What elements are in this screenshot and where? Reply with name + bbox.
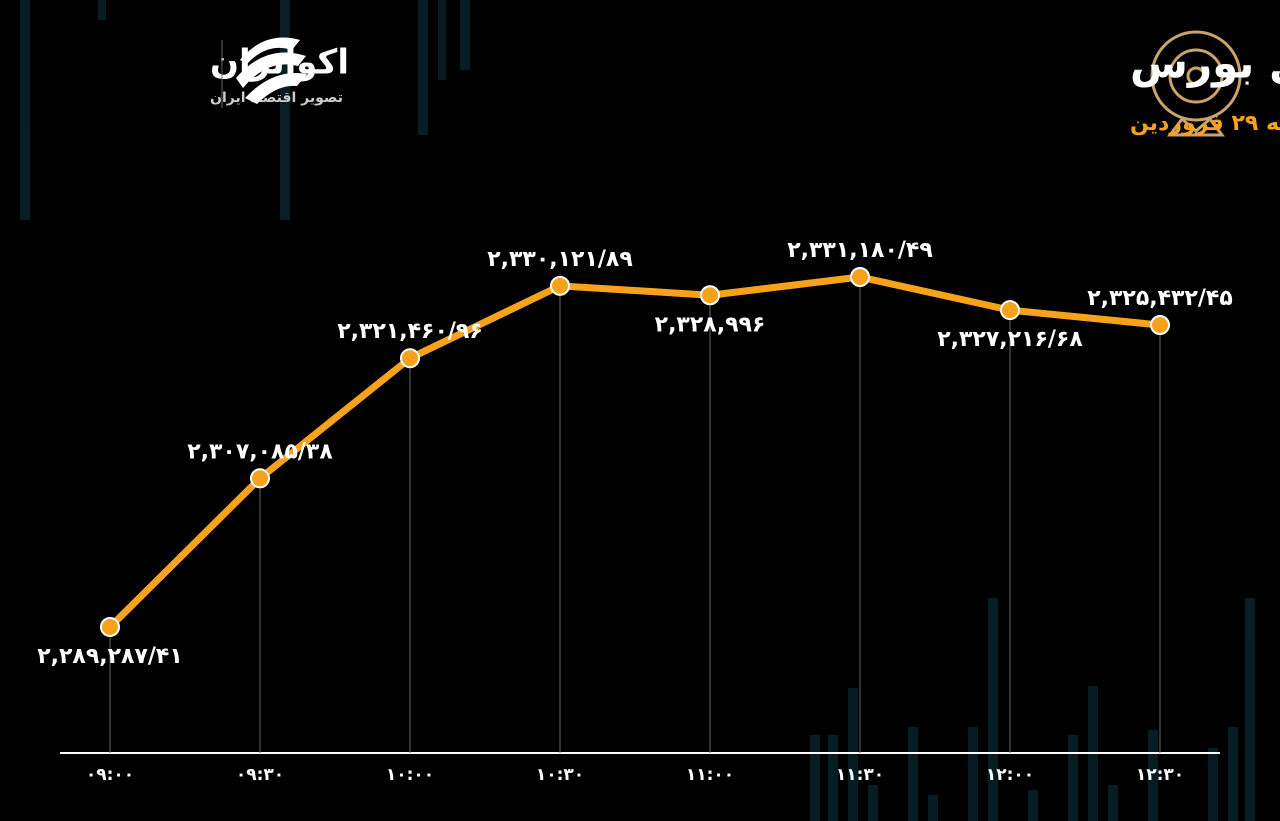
data-label: ۲,۳۲۱,۴۶۰/۹۶ <box>337 319 483 344</box>
point <box>1000 300 1020 321</box>
x-tick-label: ۰۹:۰۰ <box>86 765 134 785</box>
point <box>850 267 870 287</box>
line <box>107 273 1161 630</box>
point <box>700 285 720 306</box>
brand-tagline: تصویر اقتصاد ایران <box>210 90 343 106</box>
x-tick-label: ۱۲:۳۰ <box>1136 765 1184 785</box>
x-tick-label: ۱۰:۳۰ <box>536 765 584 785</box>
chart-subtitle: سه‌شنبه ۲۹ فروردین <box>1130 111 1280 136</box>
point <box>250 468 270 489</box>
point <box>550 275 570 296</box>
data-label: ۲,۳۲۷,۲۱۶/۶۸ <box>937 327 1083 352</box>
data-label: ۲,۲۸۹,۲۸۷/۴۱ <box>37 644 183 669</box>
brand-logo: اکوایران تصویر اقتصاد ایران <box>210 37 349 108</box>
data-label: ۲,۳۲۸,۹۹۶ <box>655 312 766 337</box>
chart-title: روند شاخص کل بورس <box>1130 39 1280 89</box>
x-tick-label: ۱۰:۰۰ <box>386 765 434 785</box>
data-label: ۲,۳۳۰,۱۲۱/۸۹ <box>487 247 633 272</box>
x-tick-label: ۱۱:۳۰ <box>836 765 884 785</box>
point <box>100 617 120 637</box>
point <box>400 348 420 369</box>
data-label: ۲,۳۲۵,۴۳۲/۴۵ <box>1087 286 1233 311</box>
x-tick-label: ۱۲:۰۰ <box>986 765 1034 785</box>
x-tick-label: ۰۹:۳۰ <box>236 765 284 785</box>
data-label: ۲,۳۳۱,۱۸۰/۴۹ <box>787 238 933 263</box>
data-label: ۲,۳۰۷,۰۸۵/۳۸ <box>187 439 333 464</box>
x-tick-label: ۱۱:۰۰ <box>686 765 734 785</box>
point <box>1150 315 1170 336</box>
emblem <box>1150 30 1242 137</box>
